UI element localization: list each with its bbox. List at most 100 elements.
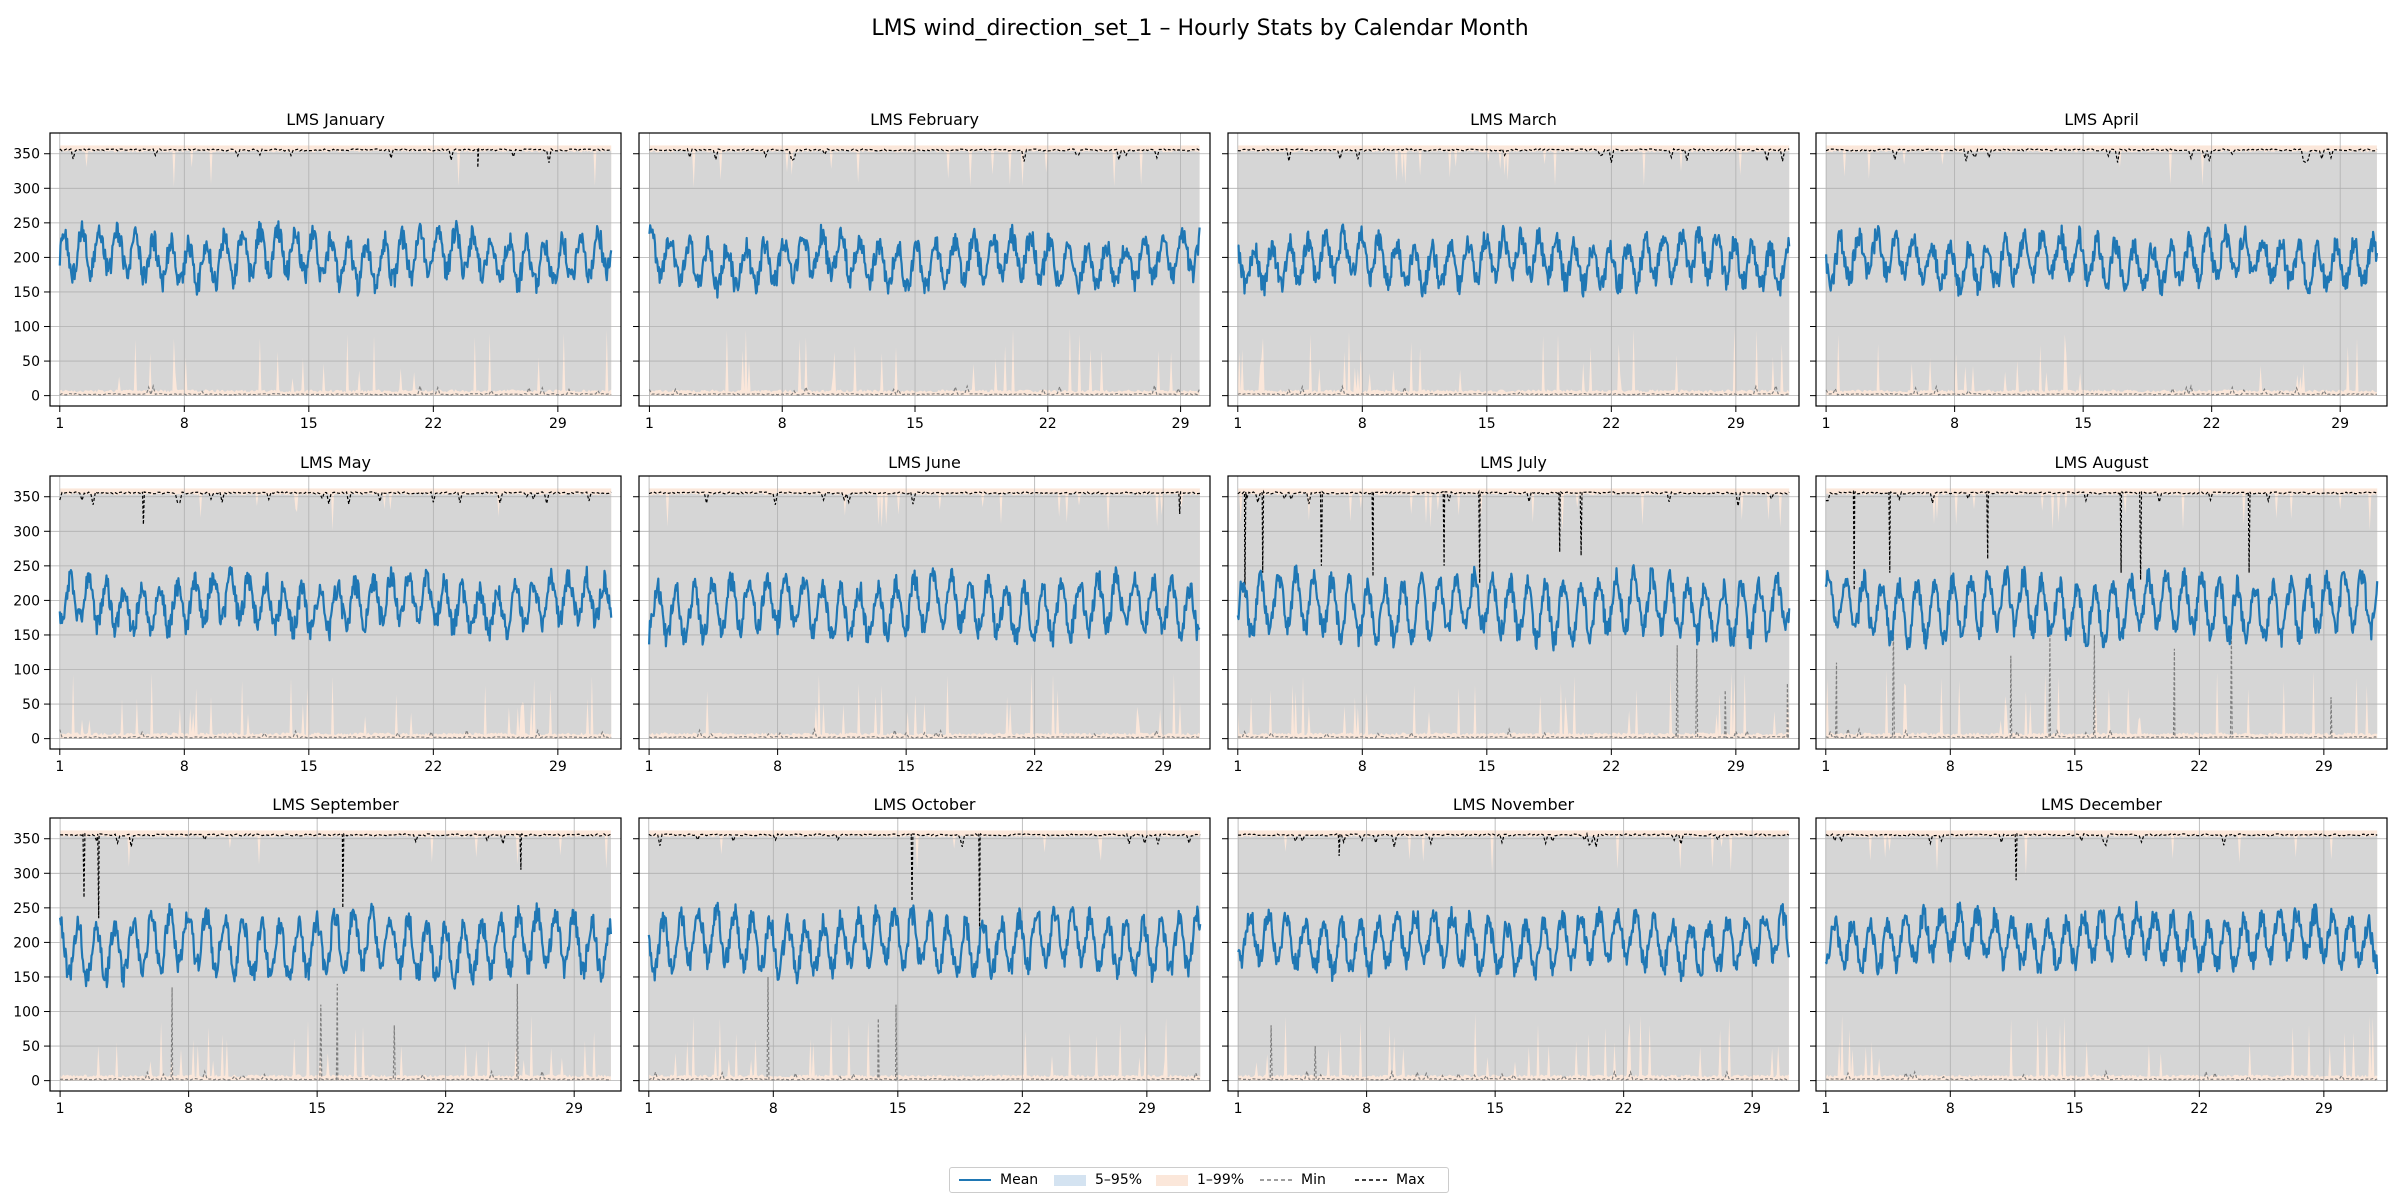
x-tick-label: 15 — [2066, 1101, 2084, 1117]
x-tick-label: 29 — [565, 1101, 583, 1117]
x-tick-label: 8 — [769, 1101, 778, 1117]
x-tick-label: 22 — [2190, 759, 2208, 775]
panel-4: 1 8 15 22 29 LMS April — [1810, 110, 2388, 432]
x-tick-label: 15 — [2074, 416, 2092, 432]
panel-title: LMS October — [874, 795, 976, 814]
panel-10: 1 8 15 22 29 LMS October — [633, 795, 1211, 1117]
panel-9: 0 50 100 150 200 250 300 350 1 8 15 22 29 LMS Septemb… — [13, 795, 622, 1117]
panel-title: LMS December — [2041, 795, 2162, 814]
y-tick-label: 0 — [31, 389, 40, 405]
y-tick-label: 250 — [13, 901, 40, 917]
x-tick-label: 29 — [1743, 1101, 1761, 1117]
x-tick-label: 1 — [1822, 416, 1831, 432]
plot-area — [1228, 818, 1799, 1091]
y-tick-label: 350 — [13, 832, 40, 848]
x-tick-label: 15 — [1478, 759, 1496, 775]
panel-12: 1 8 15 22 29 LMS December — [1810, 795, 2388, 1117]
y-tick-label: 0 — [31, 732, 40, 748]
min-line — [648, 384, 1201, 397]
y-tick-label: 300 — [13, 866, 40, 882]
y-tick-label: 100 — [13, 663, 40, 679]
min-line — [59, 728, 612, 739]
x-tick-label: 22 — [1039, 416, 1057, 432]
max-line — [1237, 147, 1790, 163]
x-tick-label: 1 — [55, 759, 64, 775]
legend-swatch-min — [1260, 1179, 1292, 1181]
x-tick-label: 29 — [1727, 759, 1745, 775]
x-tick-label: 8 — [1362, 1101, 1371, 1117]
x-tick-label: 22 — [1602, 416, 1620, 432]
panel-8: 1 8 15 22 29 LMS August — [1810, 453, 2388, 775]
axes-frame — [1815, 475, 2388, 750]
x-tick-label: 15 — [1486, 1101, 1504, 1117]
plot-area — [1816, 818, 2387, 1091]
max-line — [1825, 832, 2378, 881]
plot-area — [639, 133, 1210, 406]
y-tick-label: 150 — [13, 970, 40, 986]
plot-area — [1816, 476, 2387, 749]
plot-area — [639, 476, 1210, 749]
y-tick-label: 50 — [22, 697, 40, 713]
y-tick-label: 50 — [22, 354, 40, 370]
plot-area — [50, 476, 621, 749]
panel-3: 1 8 15 22 29 LMS March — [1222, 110, 1800, 432]
chart-legend: Mean 5–95% 1–99% Min Max — [949, 1167, 1449, 1193]
mean-line — [648, 566, 1201, 648]
x-tick-label: 8 — [180, 416, 189, 432]
x-tick-label: 1 — [1821, 1101, 1830, 1117]
x-tick-label: 8 — [1946, 759, 1955, 775]
axes-frame — [1227, 817, 1800, 1092]
panel-title: LMS June — [888, 453, 961, 472]
axes-frame — [1815, 132, 2388, 407]
x-tick-label: 29 — [2315, 1101, 2333, 1117]
panel-title: LMS March — [1470, 110, 1557, 129]
x-tick-label: 15 — [300, 759, 318, 775]
x-tick-label: 1 — [55, 416, 64, 432]
band-5-95 — [59, 150, 612, 393]
axes-frame — [638, 475, 1211, 750]
min-line — [1237, 383, 1790, 396]
min-line — [1825, 1069, 2378, 1081]
y-tick-label: 300 — [13, 524, 40, 540]
axes-frame — [1815, 817, 2388, 1092]
axes-frame — [638, 132, 1211, 407]
plot-area — [1228, 133, 1799, 406]
min-line — [1237, 645, 1790, 739]
max-line — [1237, 489, 1790, 597]
x-tick-label: 8 — [1358, 416, 1367, 432]
max-line — [649, 147, 1200, 162]
min-line — [59, 383, 612, 397]
x-tick-label: 8 — [773, 759, 782, 775]
min-line — [648, 976, 1201, 1082]
x-tick-label: 8 — [184, 1101, 193, 1117]
max-line — [648, 832, 1201, 933]
x-tick-label: 1 — [644, 1101, 653, 1117]
panel-title: LMS August — [2055, 453, 2149, 472]
legend-swatch-max — [1355, 1179, 1387, 1181]
y-tick-label: 350 — [13, 147, 40, 163]
panel-title: LMS May — [300, 453, 371, 472]
x-tick-label: 29 — [549, 416, 567, 432]
y-tick-label: 250 — [13, 559, 40, 575]
x-tick-label: 22 — [2190, 1101, 2208, 1117]
panel-title: LMS November — [1453, 795, 1575, 814]
x-tick-label: 15 — [897, 759, 915, 775]
panel-title: LMS February — [870, 110, 979, 129]
panel-6: 1 8 15 22 29 LMS June — [633, 453, 1211, 775]
y-tick-label: 50 — [22, 1039, 40, 1055]
min-line — [1825, 621, 2378, 739]
y-tick-label: 150 — [13, 628, 40, 644]
y-tick-label: 350 — [13, 490, 40, 506]
x-tick-label: 1 — [645, 416, 654, 432]
mean-line — [648, 223, 1201, 299]
plot-area — [50, 818, 621, 1091]
x-tick-label: 15 — [906, 416, 924, 432]
legend-label-mean: Mean — [1000, 1172, 1039, 1188]
x-tick-label: 22 — [424, 759, 442, 775]
panel-11: 1 8 15 22 29 LMS November — [1222, 795, 1800, 1117]
x-tick-label: 15 — [300, 416, 318, 432]
y-tick-label: 250 — [13, 216, 40, 232]
legend-label-band-5-95: 5–95% — [1095, 1172, 1143, 1188]
x-tick-label: 29 — [549, 759, 567, 775]
x-tick-label: 1 — [1234, 1101, 1243, 1117]
